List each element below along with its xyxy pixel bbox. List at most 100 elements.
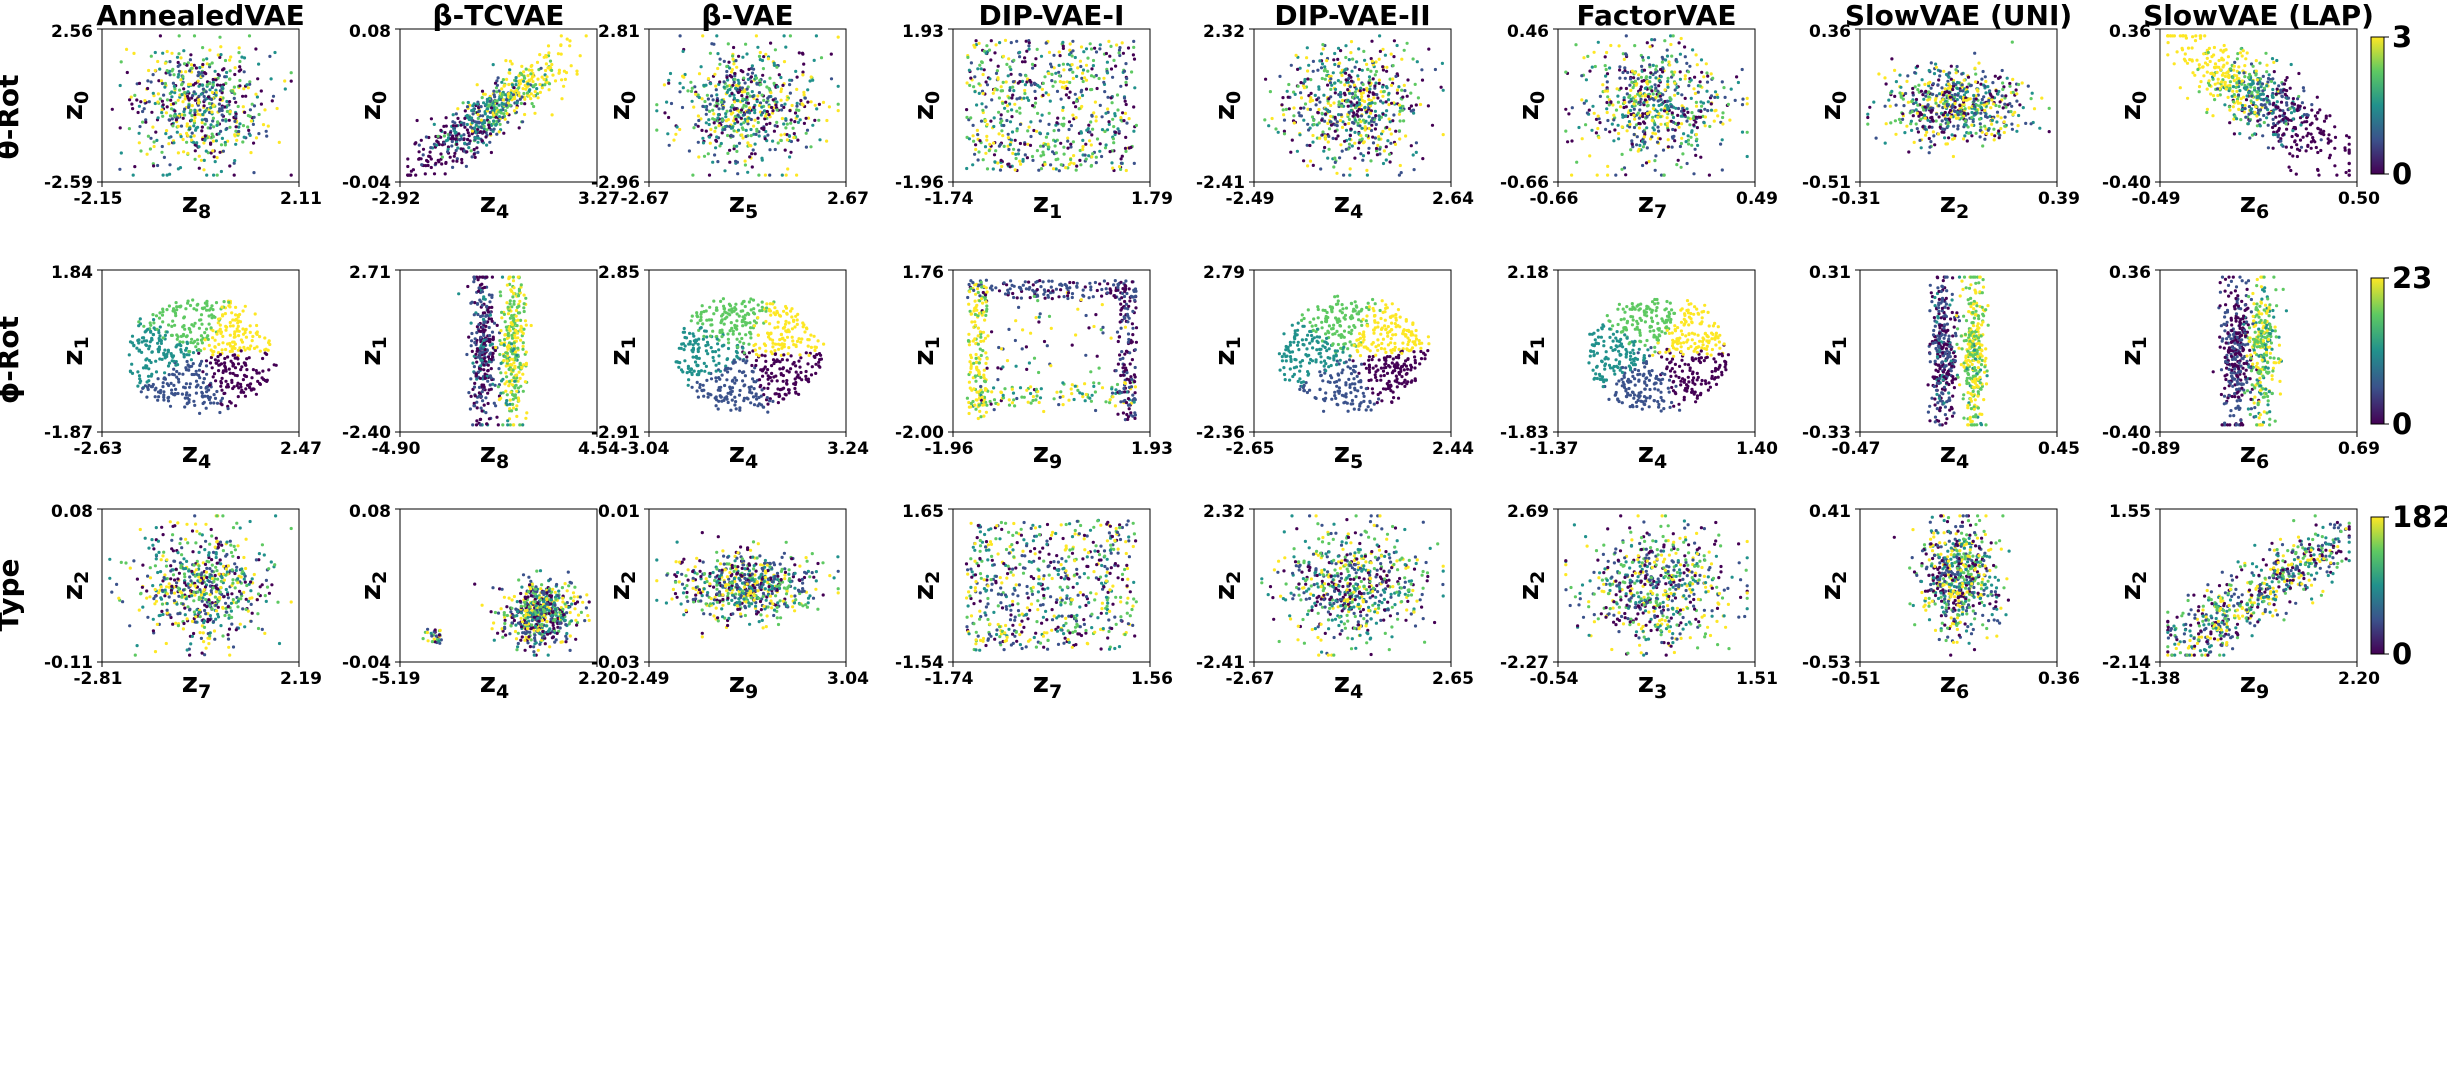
- scatter-point: [1978, 117, 1982, 121]
- scatter-point: [1641, 163, 1645, 168]
- scatter-point: [700, 97, 704, 101]
- scatter-point: [221, 118, 225, 122]
- y-axis-label: z0: [354, 91, 391, 121]
- scatter-point: [2225, 61, 2229, 65]
- scatter-point: [1399, 171, 1403, 175]
- scatter-point: [993, 51, 997, 55]
- scatter-point: [1970, 134, 1974, 138]
- scatter-point: [1074, 116, 1078, 120]
- scatter-point: [1927, 125, 1931, 129]
- scatter-point: [482, 130, 486, 134]
- scatter-point: [1124, 62, 1128, 66]
- scatter-point: [1367, 98, 1371, 102]
- scatter-point: [1374, 114, 1378, 118]
- scatter-point: [755, 127, 759, 131]
- scatter-point: [522, 91, 526, 96]
- scatter-point: [2237, 71, 2241, 75]
- scatter-point: [200, 121, 204, 125]
- scatter-point: [183, 90, 187, 95]
- scatter-point: [1115, 93, 1120, 97]
- scatter-point: [138, 125, 142, 129]
- scatter-point: [1132, 39, 1136, 44]
- scatter-point: [2205, 70, 2209, 74]
- scatter-point: [1333, 51, 1337, 56]
- scatter-point: [1057, 50, 1061, 54]
- scatter-point: [1100, 128, 1105, 132]
- scatter-point: [1351, 114, 1355, 118]
- scatter-point: [423, 172, 427, 176]
- scatter-point: [562, 84, 566, 88]
- scatter-point: [1618, 76, 1622, 80]
- scatter-point: [1078, 158, 1082, 162]
- x-tick-label-min: -2.15: [74, 189, 123, 209]
- scatter-point: [1322, 69, 1326, 73]
- scatter-point: [1351, 57, 1355, 61]
- scatter-point: [1374, 122, 1378, 127]
- scatter-point: [1698, 115, 1703, 119]
- scatter-point: [2275, 58, 2279, 63]
- scatter-point: [1648, 80, 1652, 84]
- scatter-point: [2236, 93, 2241, 97]
- scatter-point: [1090, 113, 1094, 117]
- scatter-point: [732, 119, 736, 123]
- scatter-point: [1390, 101, 1394, 105]
- scatter-point: [2228, 80, 2232, 84]
- scatter-point: [504, 109, 508, 113]
- scatter-point: [1377, 135, 1381, 139]
- scatter-point: [711, 160, 715, 164]
- scatter-point: [1397, 103, 1402, 107]
- scatter-point: [484, 103, 488, 107]
- scatter-point: [2203, 34, 2207, 38]
- scatter-point: [186, 134, 190, 138]
- scatter-point: [1015, 109, 1019, 113]
- scatter-point: [1357, 67, 1362, 72]
- scatter-point: [773, 48, 778, 52]
- scatter-points: [1263, 34, 1445, 177]
- scatter-point: [1914, 97, 1919, 102]
- scatter-point: [1945, 90, 1949, 94]
- scatter-point: [451, 120, 455, 124]
- scatter-point: [520, 64, 524, 68]
- scatter-point: [1074, 168, 1078, 172]
- scatter-point: [1006, 74, 1010, 78]
- scatter-point: [1678, 52, 1682, 56]
- scatter-point: [999, 158, 1003, 162]
- scatter-point: [482, 124, 486, 128]
- scatter-point: [972, 85, 976, 89]
- scatter-point: [160, 150, 164, 154]
- scatter-point: [1910, 110, 1914, 114]
- scatter-point: [725, 64, 729, 69]
- scatter-point: [1676, 106, 1681, 111]
- scatter-point: [1374, 81, 1378, 85]
- scatter-point: [435, 143, 439, 147]
- scatter-point: [772, 61, 776, 65]
- scatter-point: [655, 103, 659, 107]
- scatter-point: [2235, 57, 2239, 61]
- scatter-point: [228, 77, 232, 81]
- scatter-point: [560, 78, 564, 82]
- scatter-point: [1902, 104, 1906, 108]
- scatter-point: [2258, 124, 2262, 128]
- scatter-point: [1100, 115, 1104, 119]
- scatter-point: [1934, 101, 1938, 105]
- scatter-point: [532, 94, 536, 98]
- scatter-point: [1984, 79, 1988, 84]
- scatter-point: [1332, 58, 1336, 62]
- scatter-point: [1024, 74, 1028, 78]
- scatter-point: [2234, 85, 2238, 89]
- scatter-point: [1010, 130, 1015, 134]
- scatter-point: [1028, 143, 1033, 147]
- scatter-point: [2197, 90, 2201, 94]
- scatter-point: [803, 96, 807, 100]
- scatter-point: [1062, 116, 1066, 120]
- scatter-point: [2266, 80, 2270, 84]
- scatter-point: [1068, 80, 1072, 85]
- scatter-point: [1632, 107, 1636, 111]
- scatter-point: [1057, 128, 1061, 132]
- scatter-point: [1001, 54, 1006, 59]
- scatter-point: [1018, 141, 1023, 146]
- scatter-point: [1069, 145, 1073, 149]
- scatter-point: [1978, 128, 1982, 132]
- scatter-point: [228, 69, 232, 73]
- scatter-point: [214, 88, 218, 92]
